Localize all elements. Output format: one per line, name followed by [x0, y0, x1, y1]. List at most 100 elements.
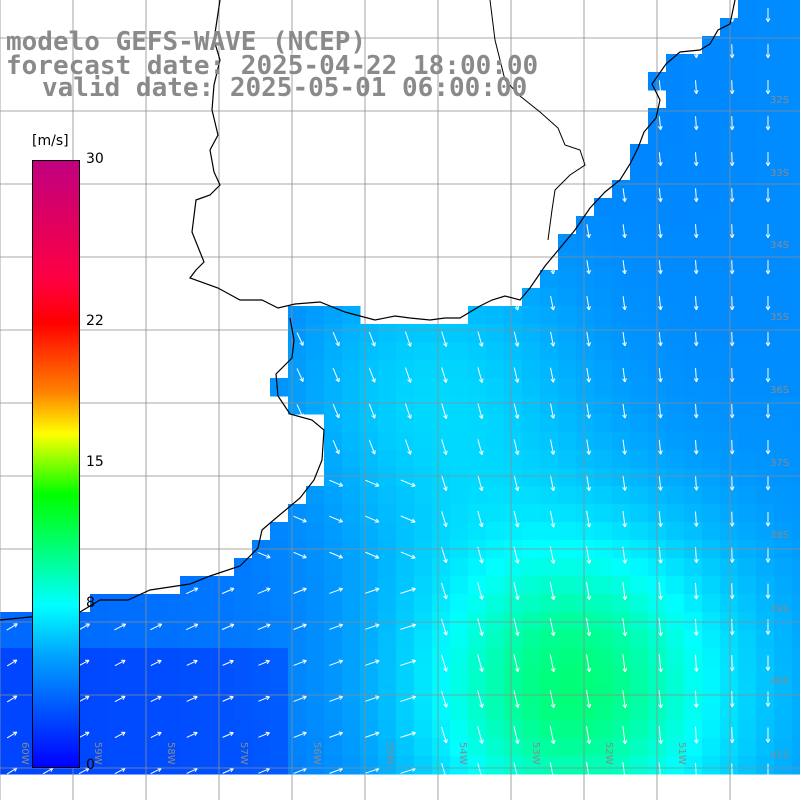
wind-cell	[378, 738, 397, 757]
wind-cell	[666, 504, 685, 523]
wind-cell	[432, 486, 451, 505]
wind-cell	[702, 558, 721, 577]
wind-arrow	[586, 295, 591, 311]
wind-cell	[450, 396, 469, 415]
wind-cell	[558, 594, 577, 613]
wind-arrow	[221, 623, 235, 631]
wind-cell	[720, 378, 739, 397]
wind-cell	[198, 612, 217, 631]
wind-arrow	[441, 439, 448, 455]
wind-cell	[756, 108, 775, 127]
wind-cell	[306, 396, 325, 415]
wind-arrow	[78, 731, 90, 739]
wind-cell	[126, 756, 145, 775]
wind-cell	[630, 288, 649, 307]
wind-cell	[558, 558, 577, 577]
wind-cell	[666, 180, 685, 199]
inland-border	[489, 0, 586, 241]
wind-cell	[702, 666, 721, 685]
wind-cell	[342, 342, 361, 361]
wind-cell	[486, 684, 505, 703]
wind-cell	[756, 0, 775, 19]
latitude-label: 35S	[770, 312, 790, 323]
wind-cell	[774, 486, 793, 505]
wind-cell	[18, 648, 37, 667]
wind-arrow	[477, 546, 484, 564]
wind-cell	[522, 594, 541, 613]
wind-cell	[774, 144, 793, 163]
wind-cell	[396, 576, 415, 595]
wind-cell	[702, 756, 721, 775]
wind-cell	[666, 684, 685, 703]
wind-cell	[774, 576, 793, 595]
wind-cell	[450, 558, 469, 577]
wind-cell	[18, 684, 37, 703]
wind-cell	[198, 720, 217, 739]
longitude-label: 54W	[457, 742, 468, 765]
wind-cell	[738, 630, 757, 649]
wind-cell	[450, 702, 469, 721]
wind-cell	[432, 342, 451, 361]
wind-cell	[738, 90, 757, 109]
wind-cell	[540, 378, 559, 397]
wind-cell	[558, 486, 577, 505]
wind-cell	[774, 306, 793, 325]
wind-cell	[756, 198, 775, 217]
wind-cell	[702, 738, 721, 757]
wind-cell	[558, 306, 577, 325]
wind-cell	[558, 756, 577, 775]
wind-cell	[594, 630, 613, 649]
wind-cell	[738, 378, 757, 397]
wind-cell	[576, 594, 595, 613]
wind-cell	[720, 738, 739, 757]
wind-cell	[720, 666, 739, 685]
wind-arrow	[150, 731, 162, 738]
wind-arrow	[729, 116, 735, 131]
wind-arrow	[693, 80, 699, 95]
wind-cell	[360, 558, 379, 577]
wind-arrow	[729, 296, 735, 311]
wind-cell	[666, 342, 685, 361]
wind-cell	[702, 216, 721, 235]
wind-cell	[594, 720, 613, 739]
wind-cell	[270, 558, 289, 577]
wind-arrow	[477, 475, 484, 492]
wind-cell	[738, 198, 757, 217]
wind-arrow	[186, 731, 198, 738]
wind-cell	[306, 756, 325, 775]
wind-arrow	[258, 695, 270, 702]
wind-cell	[324, 414, 343, 433]
wind-arrow	[477, 403, 484, 419]
wind-cell	[468, 684, 487, 703]
wind-cell	[522, 756, 541, 775]
wind-cell	[558, 738, 577, 757]
wind-cell	[684, 324, 703, 343]
wind-cell	[702, 486, 721, 505]
wind-cell	[576, 270, 595, 289]
wind-cell	[576, 360, 595, 379]
wind-cell	[162, 684, 181, 703]
wind-cell	[504, 648, 523, 667]
wind-cell	[558, 630, 577, 649]
wind-cell	[612, 270, 631, 289]
wind-cell	[558, 234, 577, 253]
wind-cell	[306, 720, 325, 739]
wind-cell	[306, 342, 325, 361]
wind-cell	[702, 270, 721, 289]
wind-arrow	[186, 659, 198, 666]
wind-cell	[612, 558, 631, 577]
wind-cell	[702, 72, 721, 91]
wind-arrow	[765, 332, 771, 347]
wind-cell	[108, 648, 127, 667]
wind-cell	[576, 630, 595, 649]
wind-cell	[792, 558, 800, 577]
wind-cell	[684, 342, 703, 361]
wind-arrow	[440, 690, 448, 708]
wind-cell	[630, 270, 649, 289]
wind-arrow	[441, 726, 448, 744]
wind-cell	[486, 450, 505, 469]
wind-cell	[576, 486, 595, 505]
wind-arrow	[586, 367, 591, 383]
wind-cell	[684, 414, 703, 433]
